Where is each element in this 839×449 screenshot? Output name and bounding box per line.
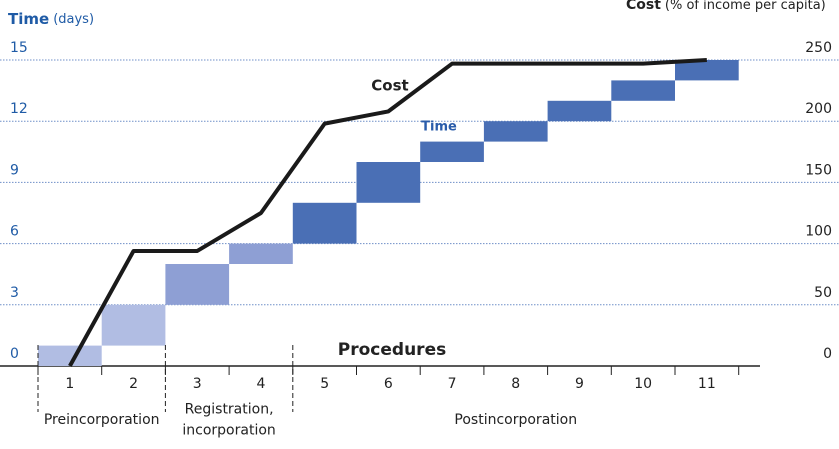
x-tick-label: 4 xyxy=(256,376,265,392)
time-bar xyxy=(547,100,612,122)
time-bar xyxy=(675,60,739,81)
x-axis-title: Procedures xyxy=(338,340,446,360)
y-tick-label: 6 xyxy=(10,224,19,240)
x-tick-label: 11 xyxy=(698,376,716,392)
time-bar xyxy=(292,202,357,244)
y-tick-label: 9 xyxy=(10,162,19,178)
cost-label: Cost xyxy=(371,77,408,95)
y2-tick-label: 200 xyxy=(805,101,832,117)
y-tick-label: 15 xyxy=(10,40,28,56)
y2-tick-label: 150 xyxy=(805,162,832,178)
y2-tick-label: 0 xyxy=(823,346,832,362)
time-bar xyxy=(611,80,675,101)
y-title: Time xyxy=(8,10,49,28)
y2-unit: (% of income per capita) xyxy=(665,0,826,13)
y-axis-title: Time (days) xyxy=(8,10,94,28)
x-tick-label: 1 xyxy=(65,376,74,392)
time-bar xyxy=(165,264,230,305)
phase-label: Preincorporation xyxy=(44,412,160,428)
y-tick-label: 0 xyxy=(10,346,19,362)
x-tick-label: 8 xyxy=(511,376,520,392)
y-tick-label: 12 xyxy=(10,101,28,117)
y2-tick-label: 250 xyxy=(805,40,832,56)
time-bar xyxy=(229,243,293,264)
time-bar xyxy=(356,162,421,203)
y-tick-label: 3 xyxy=(10,285,19,301)
y-unit: (days) xyxy=(53,12,94,27)
y2-axis-title: Cost (% of income per capita) xyxy=(626,0,826,13)
x-tick-label: 5 xyxy=(320,376,329,392)
cost-line xyxy=(68,58,707,367)
x-tick-label: 3 xyxy=(193,376,202,392)
x-tick-label: 10 xyxy=(634,376,652,392)
x-tick-label: 6 xyxy=(384,376,393,392)
y2-title: Cost xyxy=(626,0,661,13)
y2-tick-label: 50 xyxy=(814,285,832,301)
phase-label: Registration, xyxy=(185,402,274,418)
time-bar xyxy=(483,121,548,142)
time-bar xyxy=(38,345,102,366)
y2-tick-label: 100 xyxy=(805,224,832,240)
time-bar xyxy=(101,304,166,346)
time-bar xyxy=(420,141,484,162)
time-label: Time xyxy=(421,120,457,135)
phase-label: incorporation xyxy=(182,423,275,439)
phase-label: Postincorporation xyxy=(454,412,577,428)
x-tick-label: 9 xyxy=(575,376,584,392)
x-tick-label: 7 xyxy=(448,376,457,392)
x-tick-label: 2 xyxy=(129,376,138,392)
